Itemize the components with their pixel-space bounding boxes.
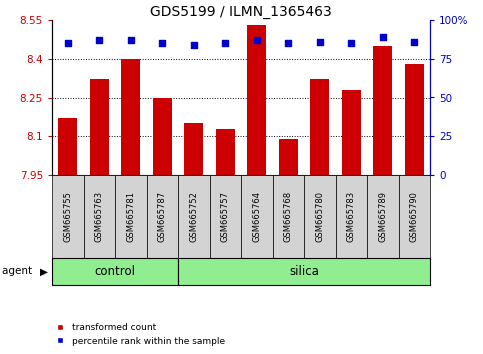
Bar xyxy=(178,175,210,258)
Point xyxy=(64,40,71,46)
Point xyxy=(221,40,229,46)
Bar xyxy=(216,129,235,175)
Bar xyxy=(373,46,392,175)
Bar xyxy=(304,175,336,258)
Text: silica: silica xyxy=(289,265,319,278)
Text: GSM665755: GSM665755 xyxy=(63,191,72,242)
Text: GSM665763: GSM665763 xyxy=(95,191,104,242)
Point xyxy=(158,40,166,46)
Bar xyxy=(121,59,140,175)
Text: control: control xyxy=(95,265,136,278)
Text: GSM665787: GSM665787 xyxy=(158,191,167,242)
Point xyxy=(379,34,386,40)
Bar xyxy=(336,175,367,258)
Title: GDS5199 / ILMN_1365463: GDS5199 / ILMN_1365463 xyxy=(150,5,332,19)
Bar xyxy=(178,258,430,285)
Bar xyxy=(398,175,430,258)
Bar xyxy=(367,175,398,258)
Bar xyxy=(279,139,298,175)
Bar xyxy=(52,175,84,258)
Text: GSM665789: GSM665789 xyxy=(378,191,387,242)
Bar xyxy=(146,175,178,258)
Text: GSM665783: GSM665783 xyxy=(347,191,356,242)
Text: GSM665757: GSM665757 xyxy=(221,191,230,242)
Bar xyxy=(58,118,77,175)
Point xyxy=(127,37,135,43)
Text: GSM665790: GSM665790 xyxy=(410,191,419,242)
Bar xyxy=(185,123,203,175)
Text: GSM665781: GSM665781 xyxy=(126,191,135,242)
Text: GSM665768: GSM665768 xyxy=(284,191,293,242)
Text: agent: agent xyxy=(2,267,36,276)
Point xyxy=(316,39,324,45)
Point xyxy=(253,37,261,43)
Bar xyxy=(115,175,146,258)
Bar xyxy=(241,175,272,258)
Text: GSM665780: GSM665780 xyxy=(315,191,324,242)
Point xyxy=(347,40,355,46)
Bar xyxy=(84,175,115,258)
Text: GSM665752: GSM665752 xyxy=(189,191,198,242)
Text: ▶: ▶ xyxy=(40,267,48,276)
Bar xyxy=(90,79,109,175)
Point xyxy=(411,39,418,45)
Bar xyxy=(52,258,178,285)
Legend: transformed count, percentile rank within the sample: transformed count, percentile rank withi… xyxy=(52,320,228,349)
Point xyxy=(95,37,103,43)
Text: GSM665764: GSM665764 xyxy=(252,191,261,242)
Bar xyxy=(210,175,241,258)
Bar xyxy=(342,90,361,175)
Bar xyxy=(153,97,171,175)
Bar xyxy=(272,175,304,258)
Bar xyxy=(310,79,329,175)
Bar xyxy=(247,25,266,175)
Point xyxy=(190,42,198,48)
Point xyxy=(284,40,292,46)
Bar xyxy=(405,64,424,175)
